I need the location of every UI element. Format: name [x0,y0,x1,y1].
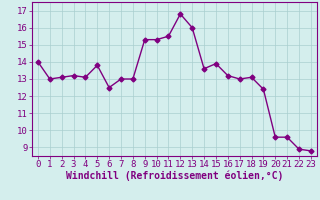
X-axis label: Windchill (Refroidissement éolien,°C): Windchill (Refroidissement éolien,°C) [66,171,283,181]
